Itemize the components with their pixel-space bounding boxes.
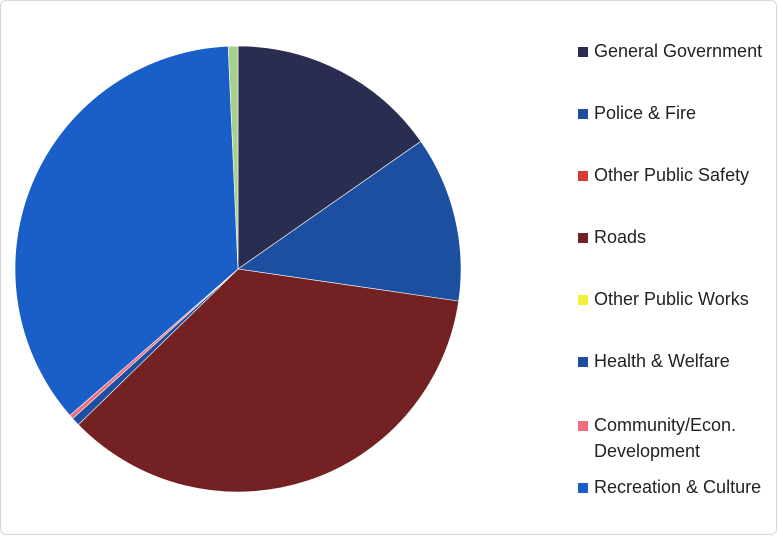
legend-label: Community/Econ. Development	[594, 415, 737, 461]
legend-label: General Government	[594, 41, 763, 61]
legend-label: Roads	[594, 227, 647, 247]
pie-slice-general-government	[237, 45, 422, 270]
legend-swatch	[578, 233, 588, 243]
legend-label: Police & Fire	[594, 103, 697, 123]
legend-label: Other Public Works	[594, 289, 749, 309]
legend-item-police-fire: Police & Fire	[578, 100, 773, 126]
legend-item-other-public-works: Other Public Works	[578, 286, 773, 312]
legend-swatch	[578, 483, 588, 493]
legend-swatch	[578, 421, 588, 431]
legend-item-other-public-safety: Other Public Safety	[578, 162, 773, 188]
legend-item-community-econ-development: Community/Econ. Development	[578, 412, 773, 464]
legend-swatch	[578, 47, 588, 57]
pie-slice-recreation-culture	[14, 45, 239, 416]
legend-swatch	[578, 295, 588, 305]
legend-swatch	[578, 171, 588, 181]
legend-label: Other Public Safety	[594, 165, 750, 185]
legend-item-roads: Roads	[578, 224, 773, 250]
legend-item-general-government: General Government	[578, 38, 773, 64]
legend-label: Recreation & Culture	[594, 477, 762, 497]
legend-label: Health & Welfare	[594, 351, 730, 371]
legend-item-recreation-culture: Recreation & Culture	[578, 474, 773, 500]
legend-swatch	[578, 109, 588, 119]
pie-slice-unlabeled	[227, 45, 239, 270]
legend-swatch	[578, 357, 588, 367]
legend-item-health-welfare: Health & Welfare	[578, 348, 773, 374]
pie-slice-roads	[77, 268, 460, 493]
pie-slice-police-fire	[237, 140, 462, 302]
